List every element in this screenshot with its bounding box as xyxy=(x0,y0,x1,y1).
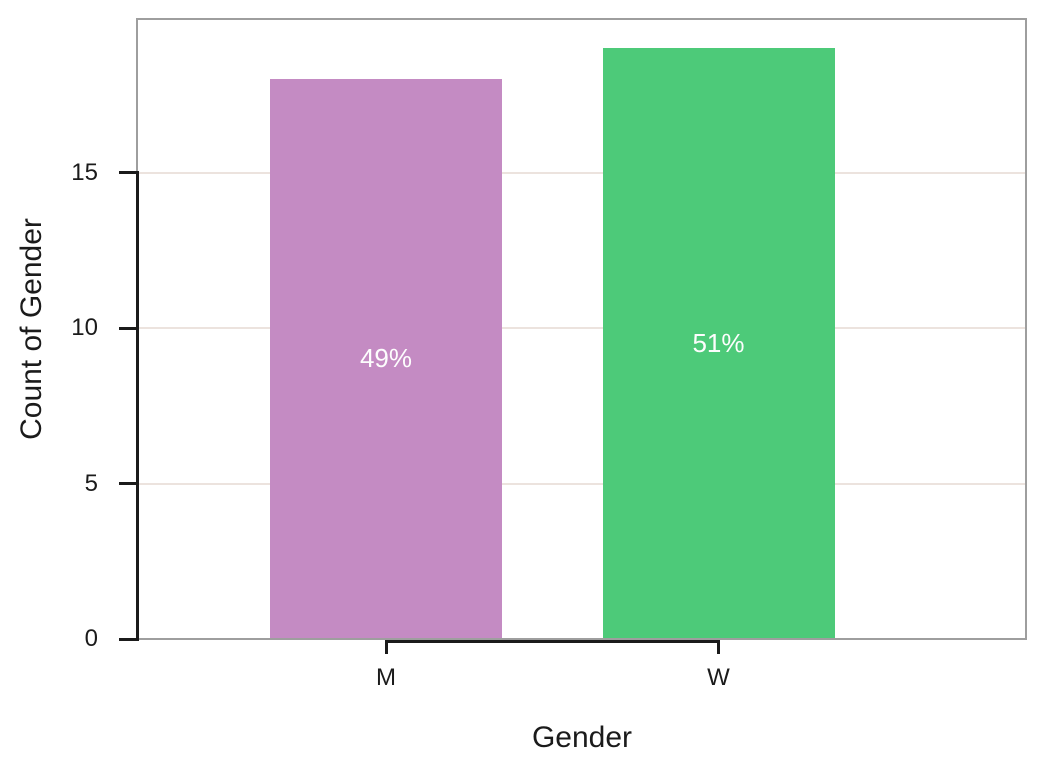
bar-value-label: 49% xyxy=(359,343,413,374)
gridline xyxy=(138,482,1025,485)
gridline xyxy=(138,327,1025,330)
y-tick xyxy=(118,637,136,641)
x-axis-spine xyxy=(384,640,720,643)
x-tick xyxy=(717,640,720,654)
bar-w xyxy=(602,47,835,638)
y-tick-label: 0 xyxy=(84,625,98,652)
y-tick xyxy=(118,171,136,175)
y-axis-spine xyxy=(135,171,139,642)
y-tick-label: 15 xyxy=(71,158,98,186)
y-tick xyxy=(118,482,136,486)
bar-m xyxy=(270,78,502,638)
x-tick xyxy=(384,640,388,654)
gridline xyxy=(138,171,1025,174)
x-tick-label: W xyxy=(707,664,730,691)
y-tick-label: 10 xyxy=(71,314,98,342)
x-tick-label: M xyxy=(376,664,396,691)
y-tick-label: 5 xyxy=(84,469,98,497)
y-axis-title: Count of Gender xyxy=(15,218,48,440)
bar-value-label: 51% xyxy=(692,327,745,358)
y-tick xyxy=(118,326,136,330)
x-axis-title: Gender xyxy=(531,721,633,754)
